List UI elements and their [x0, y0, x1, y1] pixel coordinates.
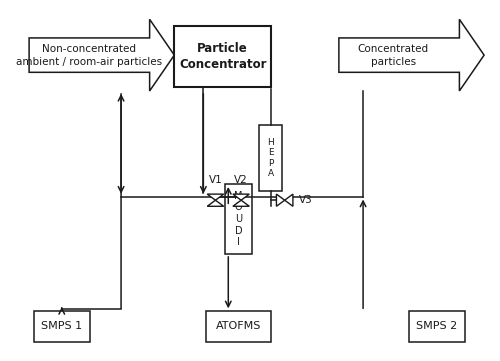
- Text: Particle
Concentrator: Particle Concentrator: [179, 42, 266, 71]
- Polygon shape: [207, 194, 224, 200]
- Bar: [206, 311, 271, 342]
- Polygon shape: [29, 19, 174, 91]
- Polygon shape: [233, 194, 250, 200]
- Text: ATOFMS: ATOFMS: [216, 322, 261, 331]
- Polygon shape: [276, 194, 284, 206]
- Text: SMPS 1: SMPS 1: [41, 322, 82, 331]
- Text: V1: V1: [208, 175, 222, 185]
- Text: H
E
P
A: H E P A: [268, 138, 274, 178]
- Text: Concentrated
particles: Concentrated particles: [358, 44, 428, 67]
- Bar: [174, 26, 271, 87]
- Bar: [34, 311, 90, 342]
- Bar: [259, 125, 282, 191]
- Text: V3: V3: [298, 195, 312, 205]
- Text: V2: V2: [234, 175, 248, 185]
- Bar: [225, 184, 252, 254]
- Text: SMPS 2: SMPS 2: [416, 322, 458, 331]
- Bar: [409, 311, 465, 342]
- Polygon shape: [339, 19, 484, 91]
- Polygon shape: [207, 200, 224, 206]
- Polygon shape: [233, 200, 250, 206]
- Text: Non-concentrated
ambient / room-air particles: Non-concentrated ambient / room-air part…: [16, 44, 163, 67]
- Text: M
O
U
D
I: M O U D I: [234, 191, 242, 247]
- Polygon shape: [284, 194, 293, 206]
